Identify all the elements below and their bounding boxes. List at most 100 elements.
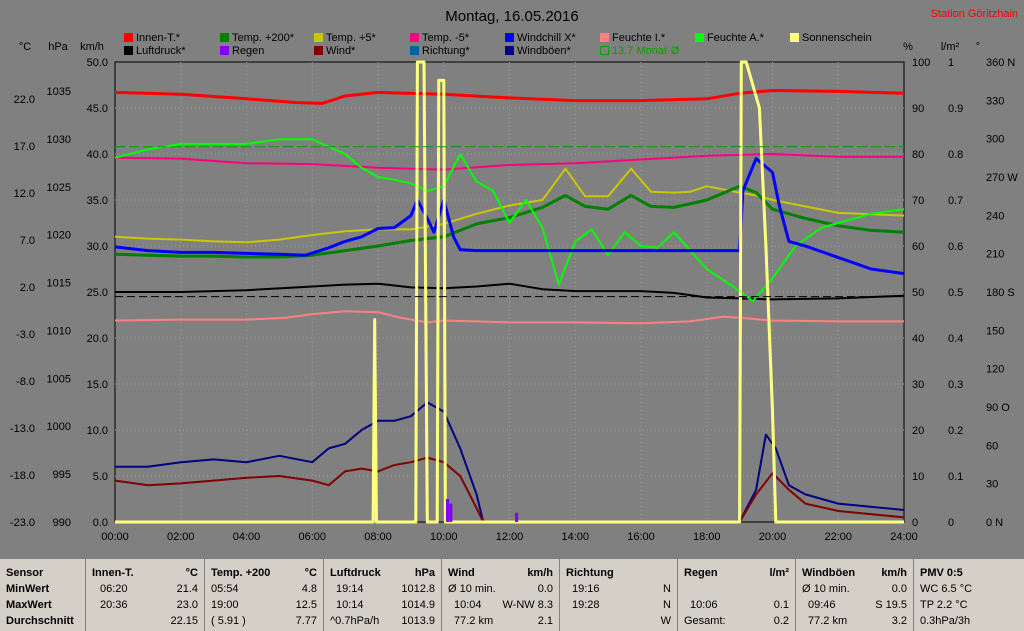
windboeen-max-val: S 19.5 (875, 599, 907, 611)
x-tick: 02:00 (167, 531, 195, 543)
innen-min-val: 21.4 (176, 583, 198, 595)
y-tick-deg: 300 (986, 134, 1004, 146)
rain-bar (515, 512, 519, 522)
y-tick-hpa: 1015 (47, 278, 71, 290)
avg-label: Durchschnitt (6, 615, 74, 627)
legend-item-temp5: Temp. +5* (314, 32, 376, 44)
pmv-header: PMV 0:5 (920, 567, 963, 579)
legend-item-wind: Wind* (314, 45, 355, 57)
x-tick: 18:00 (693, 531, 721, 543)
windboeen-max-time: 09:46 (808, 599, 836, 611)
y-tick-hpa: 1025 (47, 182, 71, 194)
y-tick-lm2: 0.8 (948, 149, 963, 161)
luftdruck-header: Luftdruck (330, 567, 381, 579)
windboeen-avg: 3.2 (891, 615, 907, 627)
richtung-min-val: N (663, 583, 671, 595)
y-tick-hpa: 1030 (47, 134, 71, 146)
wind-header: Wind (448, 567, 475, 579)
legend-swatch (124, 33, 133, 42)
legend-label: Luftdruck* (136, 45, 186, 57)
temp200-avg-extra: ( 5.91 ) (211, 615, 246, 627)
wind-distance: 77.2 km (454, 615, 494, 627)
wind-max-time: 10:04 (454, 599, 482, 611)
unit-label: l/m² (941, 41, 960, 53)
y-tick-temp: -8.0 (16, 376, 35, 388)
legend-label: Wind* (326, 45, 356, 57)
legend-swatch (220, 46, 229, 55)
y-tick-temp: -18.0 (10, 470, 35, 482)
legend-item-windchill: Windchill X* (505, 32, 576, 44)
chart-title: Montag, 16.05.2016 (445, 8, 578, 25)
min-label: MinWert (6, 583, 50, 595)
y-tick-pct: 90 (912, 103, 924, 115)
sensor-header: Sensor (6, 567, 44, 579)
y-tick-lm2: 0.2 (948, 425, 963, 437)
x-tick: 08:00 (364, 531, 392, 543)
legend-label: Temp. +200* (232, 32, 295, 44)
temp200-min-time: 05:54 (211, 583, 239, 595)
summary-table: Sensor MinWert MaxWert Durchschnitt Inne… (0, 558, 1024, 631)
legend-swatch (695, 33, 704, 42)
windboeen-min-val: 0.0 (891, 583, 907, 595)
richtung-avg: W (660, 615, 671, 627)
summary-luftdruck-col: Luftdruck hPa 19:14 1012.8 10:14 1014.9 ^0.… (324, 559, 442, 631)
y-tick-kmh: 25.0 (87, 287, 108, 299)
luftdruck-max-val: 1014.9 (401, 599, 435, 611)
luftdruck-avg: 1013.9 (401, 615, 435, 627)
x-tick: 00:00 (101, 531, 129, 543)
y-tick-lm2: 0.5 (948, 287, 963, 299)
y-tick-deg: 120 (986, 364, 1004, 376)
y-tick-deg: 180 S (986, 287, 1015, 299)
series-wind (114, 456, 905, 523)
unit-label: °C (19, 41, 31, 53)
legend-label: Feuchte I.* (612, 32, 666, 44)
legend-item-luftdruck: Luftdruck* (124, 45, 186, 57)
x-tick: 06:00 (298, 531, 326, 543)
y-tick-lm2: 0.7 (948, 195, 963, 207)
y-tick-pct: 80 (912, 149, 924, 161)
unit-label: ° (976, 41, 980, 53)
y-tick-kmh: 15.0 (87, 379, 108, 391)
pmv-windchill: WC 6.5 °C (920, 583, 973, 595)
luftdruck-unit: hPa (414, 567, 435, 579)
y-tick-pct: 0 (912, 517, 918, 529)
legend-swatch (124, 46, 133, 55)
summary-temp200-col: Temp. +200 °C 05:54 4.8 19:00 12.5 ( 5.91 )… (205, 559, 324, 631)
temp200-max-time: 19:00 (211, 599, 239, 611)
y-tick-deg: 150 (986, 325, 1004, 337)
x-tick: 04:00 (233, 531, 261, 543)
legend-item-regen: Regen (220, 45, 264, 57)
temp200-unit: °C (304, 567, 317, 579)
legend-label: Regen (232, 45, 265, 57)
regen-max-val: 0.1 (773, 599, 789, 611)
legend-swatch (220, 33, 229, 42)
rain-bar (449, 503, 453, 522)
wind-min-val: 0.0 (537, 583, 553, 595)
max-label: MaxWert (6, 599, 52, 611)
rain-bar (446, 499, 450, 522)
legend-label: Temp. -5* (422, 32, 470, 44)
summary-windboeen-col: Windböen km/h Ø 10 min. 0.0 09:46 S 19.5 77… (796, 559, 914, 631)
y-tick-kmh: 50.0 (87, 57, 108, 69)
windboeen-unit: km/h (881, 567, 907, 579)
y-tick-kmh: 20.0 (87, 333, 108, 345)
legend-item-richtung: Richtung* (410, 45, 470, 57)
temp200-max-val: 12.5 (295, 599, 317, 611)
innen-unit: °C (185, 567, 198, 579)
legend-item-innen: Innen-T.* (124, 32, 180, 44)
y-tick-temp: -23.0 (10, 517, 35, 529)
y-tick-temp: -13.0 (10, 423, 35, 435)
legend-item-sonne: Sonnenschein (790, 32, 872, 44)
legend-label: Windböen* (517, 45, 571, 57)
summary-innen-col: Innen-T. °C 06:20 21.4 20:36 23.0 22.15 (86, 559, 205, 631)
y-tick-deg: 360 N (986, 57, 1015, 69)
x-tick: 12:00 (496, 531, 524, 543)
wind-unit: km/h (527, 567, 553, 579)
summary-wind-col: Wind km/h Ø 10 min. 0.0 10:04 W-NW 8.3 77.2… (442, 559, 560, 631)
luftdruck-trend: ^0.7hPa/h (330, 615, 380, 627)
y-tick-temp: 22.0 (14, 94, 35, 106)
legend-swatch (600, 46, 609, 55)
luftdruck-max-time: 10:14 (336, 599, 364, 611)
y-tick-hpa: 1010 (47, 325, 71, 337)
legend-swatch (790, 33, 799, 42)
